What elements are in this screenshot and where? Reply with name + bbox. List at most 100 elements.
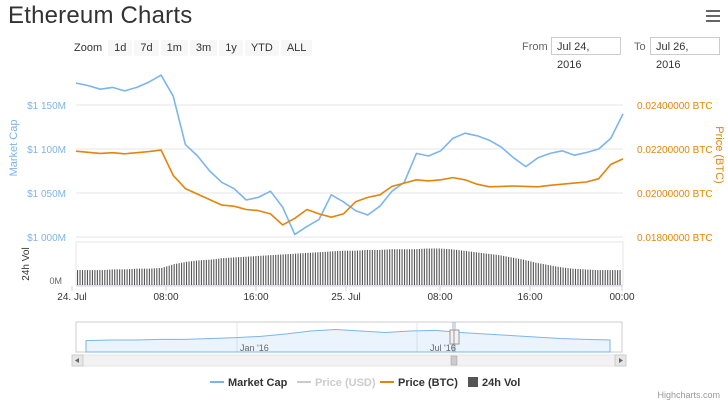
volume-bar (404, 249, 406, 285)
volume-bar (339, 250, 341, 285)
volume-bar (485, 253, 487, 285)
volume-bar (602, 270, 604, 285)
volume-bar (557, 266, 559, 285)
volume-bar (262, 255, 264, 285)
chart-legend: Market Cap Price (USD) Price (BTC) 24h Vol (0, 374, 728, 390)
volume-bar (587, 269, 589, 285)
volume-bar (181, 262, 183, 285)
volume-bar (465, 251, 468, 285)
menu-icon[interactable] (706, 10, 720, 22)
navigator-label: Jan '16 (240, 343, 269, 353)
volume-bar (200, 260, 202, 285)
volume-bar (399, 249, 401, 285)
volume-bar (391, 249, 393, 285)
volume-bar (411, 249, 413, 285)
volume-bar (106, 269, 108, 285)
zoom-ytd-button[interactable]: YTD (244, 40, 279, 56)
from-date-input[interactable]: Jul 24, 2016 (551, 37, 621, 71)
volume-bar (295, 253, 297, 285)
volume-bar (119, 269, 121, 285)
volume-bar (446, 248, 448, 285)
volume-bar (366, 249, 368, 285)
zoom-3m-button[interactable]: 3m (189, 40, 218, 56)
x-tick-label: 16:00 (517, 292, 542, 303)
scrollbar-thumb (450, 355, 458, 366)
volume-bar (436, 248, 438, 285)
volume-bar (223, 258, 225, 285)
volume-bar (334, 251, 336, 285)
x-tick-label: 08:00 (427, 292, 452, 303)
volume-bar (287, 254, 289, 285)
y-left-tick-label: $1 100M (27, 145, 66, 156)
volume-bar (527, 260, 529, 285)
volume-bar (508, 256, 510, 285)
volume-bar (597, 270, 599, 285)
y-right-axis-title: Price (BTC) (713, 126, 725, 183)
volume-bar (205, 259, 207, 285)
zoom-all-button[interactable]: ALL (280, 40, 313, 56)
volume-bar (304, 253, 307, 285)
volume-bar (376, 249, 378, 285)
volume-bar (225, 257, 227, 285)
volume-bar (235, 257, 237, 285)
volume-bar (500, 255, 502, 285)
volume-bar (240, 257, 242, 285)
volume-bar (453, 249, 455, 285)
volume-bar (413, 249, 416, 285)
volume-bar (337, 251, 339, 285)
volume-bar (141, 268, 143, 285)
volume-bar (203, 260, 205, 285)
volume-bar (228, 257, 230, 285)
volume-bar (567, 268, 569, 285)
volume-bar (86, 270, 89, 285)
volume-bar (280, 254, 282, 285)
volume-bar (428, 248, 430, 285)
to-date-input[interactable]: Jul 26, 2016 (650, 37, 720, 71)
volume-bar (359, 250, 361, 285)
volume-bar (190, 261, 193, 285)
volume-bar (77, 270, 79, 285)
volume-bar (94, 270, 96, 285)
zoom-1d-button[interactable]: 1d (108, 40, 133, 56)
zoom-1y-button[interactable]: 1y (219, 40, 243, 56)
volume-bar (369, 249, 371, 285)
zoom-1m-button[interactable]: 1m (160, 40, 188, 56)
volume-bar (332, 251, 334, 285)
highcharts-credit[interactable]: Highcharts.com (657, 390, 720, 400)
volume-bar (510, 257, 512, 285)
volume-bar (252, 256, 254, 285)
volume-bar (498, 255, 500, 285)
volume-bar (101, 270, 103, 285)
volume-bar (230, 257, 232, 285)
volume-bar (607, 270, 609, 285)
volume-bar (579, 269, 581, 285)
volume-bar (374, 249, 376, 285)
volume-bar (307, 252, 309, 285)
zoom-7d-button[interactable]: 7d (134, 40, 159, 56)
volume-bar (619, 270, 621, 285)
volume-bar (324, 251, 326, 285)
volume-bar (532, 262, 534, 285)
volume-bar (250, 256, 252, 285)
y-left-tick-label: $1 000M (27, 233, 66, 244)
volume-bar (344, 250, 346, 285)
volume-bar (389, 249, 391, 285)
volume-bar (349, 250, 351, 285)
volume-bar (555, 266, 557, 285)
y-left-tick-label: $1 150M (27, 101, 66, 112)
volume-bar (129, 269, 131, 285)
volume-bar (265, 255, 267, 285)
volume-bar (433, 248, 435, 285)
volume-bar (565, 267, 567, 285)
volume-bar (183, 262, 185, 285)
volume-bar (136, 268, 138, 285)
volume-bar (488, 253, 490, 285)
volume-bar (493, 254, 495, 285)
volume-bar (584, 269, 586, 285)
volume-bar (270, 255, 272, 285)
volume-bar (193, 260, 195, 285)
volume-bar (267, 255, 269, 285)
volume-bar (153, 268, 155, 285)
volume-bar (513, 257, 515, 285)
